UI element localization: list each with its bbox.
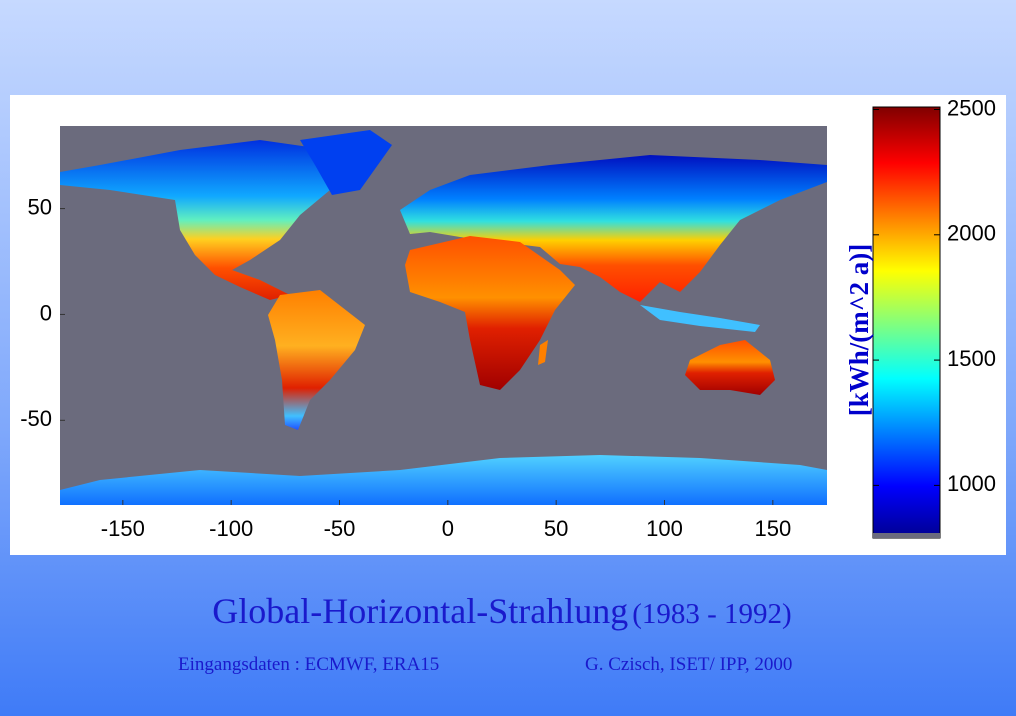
greenland — [300, 130, 392, 195]
footer-left: Eingangsdaten : ECMWF, ERA15 — [178, 654, 439, 675]
x-tick-label: 0 — [442, 516, 454, 541]
colorbar-tick-label: 2000 — [947, 221, 996, 246]
y-tick-label: -50 — [20, 406, 52, 431]
y-tick-label: 0 — [40, 300, 52, 325]
colorbar-tick-label: 2500 — [947, 95, 996, 120]
x-tick-label: 50 — [544, 516, 568, 541]
colorbar-nan — [873, 533, 940, 538]
australia — [685, 340, 775, 395]
x-tick-label: -100 — [209, 516, 253, 541]
colorbar-tick-label: 1000 — [947, 471, 996, 496]
madagascar — [538, 340, 548, 365]
colorbar-label: [kWh/(m^2 a)] — [844, 244, 874, 416]
x-tick-label: 100 — [646, 516, 683, 541]
north-america — [60, 140, 330, 300]
eurasia — [400, 155, 827, 302]
footer-right: G. Czisch, ISET/ IPP, 2000 — [585, 654, 792, 675]
x-tick-label: -150 — [101, 516, 145, 541]
title-period: (1983 - 1992) — [632, 598, 791, 630]
map — [60, 126, 827, 505]
title-main: Global-Horizontal-Strahlung — [212, 591, 628, 631]
title: Global-Horizontal-Strahlung (1983 - 1992… — [212, 591, 791, 631]
indonesia — [640, 305, 760, 332]
x-tick-label: 150 — [754, 516, 791, 541]
antarctica — [60, 455, 827, 505]
africa — [405, 236, 575, 390]
x-tick-label: -50 — [324, 516, 356, 541]
colorbar-tick-label: 1500 — [947, 346, 996, 371]
south-america — [268, 290, 365, 430]
y-tick-label: 50 — [28, 194, 52, 219]
colorbar — [872, 106, 941, 539]
